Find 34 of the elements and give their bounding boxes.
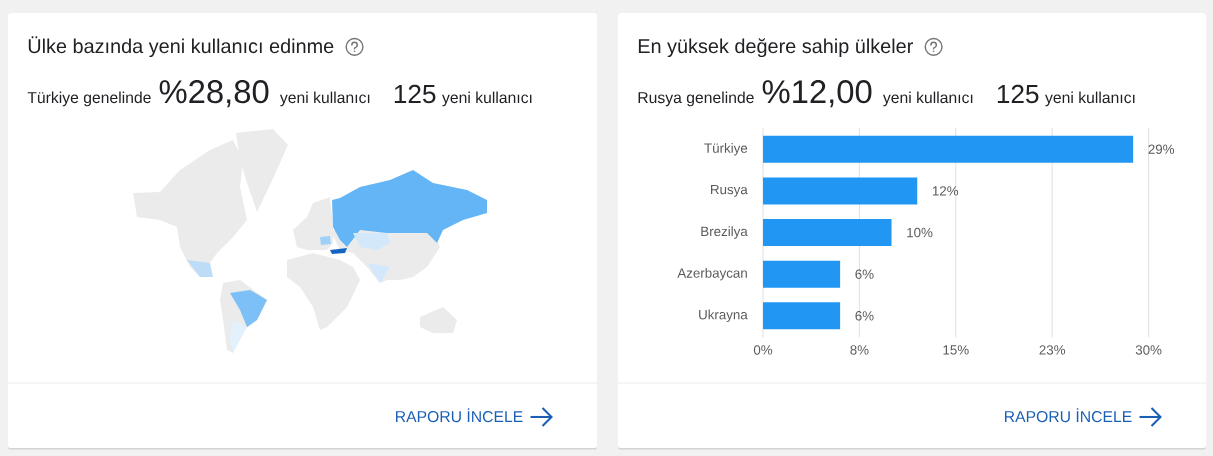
y-tick-label: Rusya (711, 184, 748, 197)
bar (763, 177, 918, 205)
y-tick-label: Ukrayna (699, 309, 748, 323)
x-tick-label: 0% (753, 345, 773, 355)
text: Rusya genelinde (638, 91, 754, 107)
x-tick-label: 15% (943, 345, 969, 355)
bar (763, 302, 841, 330)
text: yeni kullanıcı (1045, 91, 1135, 107)
x-tick-label: 30% (1135, 345, 1162, 355)
data-label: 29% (1148, 144, 1175, 154)
text: RAPORU İNCELE (1005, 408, 1132, 423)
data-label: 10% (907, 227, 933, 238)
text: yeni kullanıcı (442, 91, 532, 107)
y-tick-label: Türkiye (704, 143, 748, 156)
text: %12,00 (762, 80, 872, 108)
text: 125 (394, 84, 436, 104)
bar (763, 219, 892, 247)
text: 125 (997, 84, 1039, 104)
text: Ülke bazında yeni kullanıcı edinme (28, 36, 334, 58)
data-label: 6% (855, 311, 874, 321)
data-label: 12% (932, 186, 959, 196)
data-label: 6% (855, 269, 874, 279)
text: yeni kullanıcı (882, 91, 973, 107)
text: RAPORU İNCELE (396, 408, 523, 423)
chart-title: En yüksek değere sahip ülkeler (638, 38, 913, 58)
text: yeni kullanıcı (279, 91, 370, 107)
y-tick-label: Brezilya (701, 226, 748, 239)
y-tick-label: Azerbaycan (677, 267, 747, 281)
bar (763, 135, 1134, 163)
text: %28,80 (159, 80, 269, 108)
x-tick-label: 23% (1039, 345, 1066, 355)
text: Türkiye genelinde (27, 91, 151, 107)
bar (763, 260, 841, 288)
x-tick-label: 8% (850, 345, 869, 355)
